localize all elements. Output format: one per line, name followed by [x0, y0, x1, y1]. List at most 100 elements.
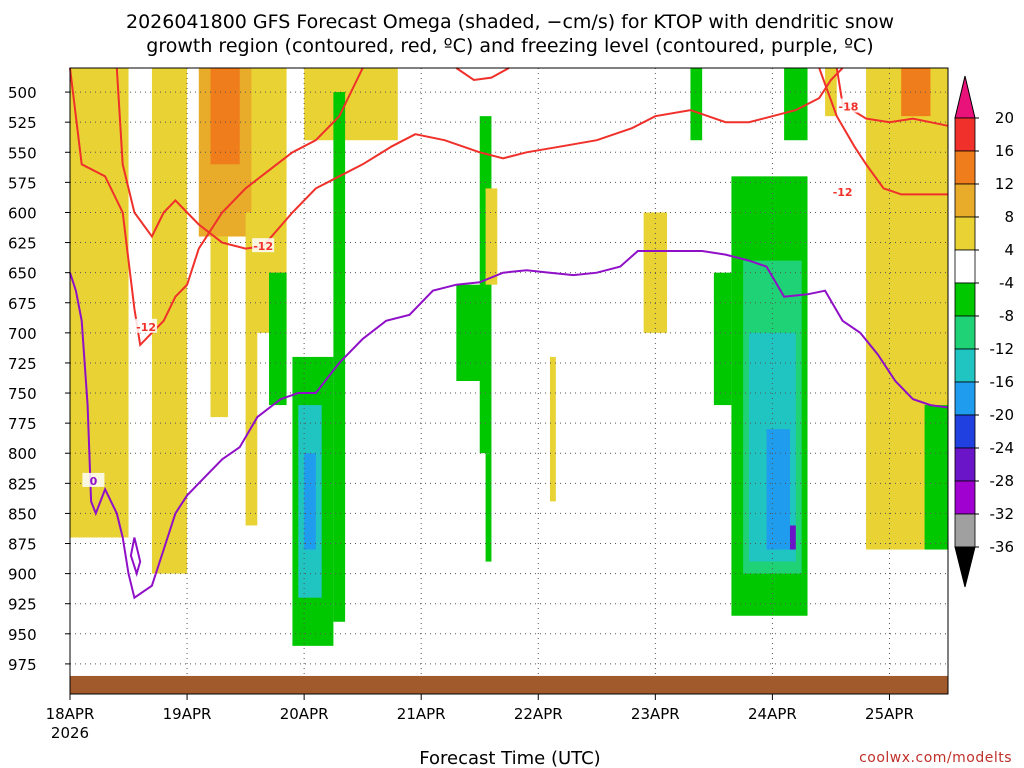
dgz-label-bg-0	[135, 318, 158, 333]
colorbar-segment-5	[954, 282, 976, 317]
colorbar-arrow-top	[954, 75, 976, 119]
chart-title-line-1: 2026041800 GFS Forecast Omega (shaded, −…	[126, 11, 894, 33]
omega-region-24	[766, 429, 790, 550]
y-tick-label-4: 600	[8, 204, 37, 222]
dgz-label-bg-1	[252, 238, 275, 253]
omega-region-9	[269, 272, 287, 406]
colorbar-segment-12	[954, 513, 976, 548]
omega-region-13	[304, 453, 316, 550]
colorbar-segment-2	[954, 183, 976, 218]
omega-region-7	[210, 236, 229, 418]
dgz-label-bg-3	[837, 98, 860, 113]
colorbar-label-6: -8	[999, 307, 1014, 325]
omega-region-2	[151, 68, 188, 574]
x-tick-label-6: 24APR	[748, 705, 797, 723]
x-axis-label: Forecast Time (UTC)	[419, 748, 600, 768]
dgz-label-3: -18	[839, 101, 859, 114]
omega-region-17	[485, 188, 498, 285]
colorbar-segment-4	[954, 249, 976, 284]
y-tick-label-2: 550	[8, 144, 37, 162]
dgz-label-bg-2	[831, 183, 854, 198]
y-tick-label-18: 950	[8, 626, 37, 644]
x-tick-label-7: 25APR	[865, 705, 914, 723]
colorbar-segment-6	[954, 315, 976, 350]
y-tick-label-17: 925	[8, 596, 37, 614]
credit-text: coolwx.com/modelts	[859, 750, 1012, 766]
x-tick-label-1: 19APR	[163, 705, 212, 723]
colorbar-label-13: -36	[990, 538, 1015, 556]
x-axis-year-label: 2026	[51, 724, 89, 742]
colorbar-segment-8	[954, 381, 976, 416]
chart-title-line-2: growth region (contoured, red, ºC) and f…	[146, 35, 873, 57]
y-tick-label-8: 700	[8, 325, 37, 343]
colorbar-label-9: -20	[990, 406, 1015, 424]
omega-region-26	[690, 68, 703, 141]
y-tick-label-13: 825	[8, 475, 37, 493]
x-tick-label-2: 20APR	[280, 705, 329, 723]
y-tick-label-5: 625	[8, 235, 37, 253]
colorbar-label-4: 4	[1004, 241, 1014, 259]
axes: 500 525 550 575 600 625 650 675 700 725 750 775 800 8…	[8, 67, 949, 723]
omega-region-27	[784, 68, 808, 141]
colorbar-arrow-bottom	[954, 546, 976, 588]
y-tick-label-19: 975	[8, 656, 37, 674]
omega-region-11	[333, 92, 346, 622]
colorbar-label-0: 20	[995, 109, 1014, 127]
colorbar-label-2: 12	[995, 175, 1014, 193]
y-tick-label-9: 725	[8, 355, 37, 373]
plot-frame	[69, 67, 949, 695]
x-tick-label-0: 18APR	[46, 705, 95, 723]
terrain-fill	[70, 675, 948, 694]
omega-region-8	[304, 68, 398, 141]
colorbar-segment-11	[954, 480, 976, 515]
freezing-contour-1	[129, 537, 142, 578]
colorbar-segment-0	[954, 117, 976, 152]
y-tick-label-0: 500	[8, 84, 37, 102]
colorbar-label-5: -4	[999, 274, 1014, 292]
colorbar-segment-1	[954, 150, 976, 185]
omega-region-6	[245, 212, 258, 526]
colorbar-label-3: 8	[1004, 208, 1014, 226]
colorbar-segment-10	[954, 447, 976, 482]
y-tick-label-1: 525	[8, 114, 37, 132]
colorbar-label-11: -28	[990, 472, 1015, 490]
dgz-contour-2	[818, 67, 948, 196]
x-tick-label-3: 21APR	[397, 705, 446, 723]
freezing-contour-0	[69, 250, 949, 600]
colorbar-label-1: 16	[995, 142, 1014, 160]
colorbar-segment-3	[954, 216, 976, 251]
dgz-contour-0	[69, 67, 364, 348]
colorbar-segment-9	[954, 414, 976, 449]
omega-region-16	[485, 453, 492, 562]
colorbar: 20 16 12 8 4 -4 -8 -12 -16 -20 -24 -28 -32 -36	[954, 75, 1015, 588]
y-tick-label-16: 900	[8, 566, 37, 584]
freezing-label-0: 0	[90, 475, 98, 488]
omega-region-20	[713, 272, 732, 406]
dgz-label-0: -12	[136, 321, 156, 334]
plot-area: -12 -12 -12 -18 0	[69, 67, 949, 694]
colorbar-label-7: -12	[990, 340, 1015, 358]
dgz-contour-4	[455, 67, 510, 82]
omega-region-18	[549, 356, 556, 502]
y-tick-label-3: 575	[8, 174, 37, 192]
chart-title: 2026041800 GFS Forecast Omega (shaded, −…	[126, 11, 894, 57]
y-tick-label-15: 875	[8, 536, 37, 554]
dgz-contour-1	[115, 67, 844, 250]
y-tick-label-12: 800	[8, 445, 37, 463]
freezing-label-bg-0	[82, 472, 105, 487]
x-tick-label-4: 22APR	[514, 705, 563, 723]
dgz-label-2: -12	[833, 186, 853, 199]
omega-region-4	[210, 68, 240, 165]
dgz-label-1: -12	[253, 240, 273, 253]
y-tick-label-11: 775	[8, 415, 37, 433]
y-tick-label-6: 650	[8, 265, 37, 283]
y-tick-label-14: 850	[8, 505, 37, 523]
y-tick-label-10: 750	[8, 385, 37, 403]
colorbar-label-10: -24	[990, 439, 1015, 457]
y-tick-label-7: 675	[8, 295, 37, 313]
colorbar-label-8: -16	[990, 373, 1015, 391]
omega-region-25	[789, 525, 796, 550]
colorbar-segment-7	[954, 348, 976, 383]
colorbar-label-12: -32	[990, 505, 1015, 523]
